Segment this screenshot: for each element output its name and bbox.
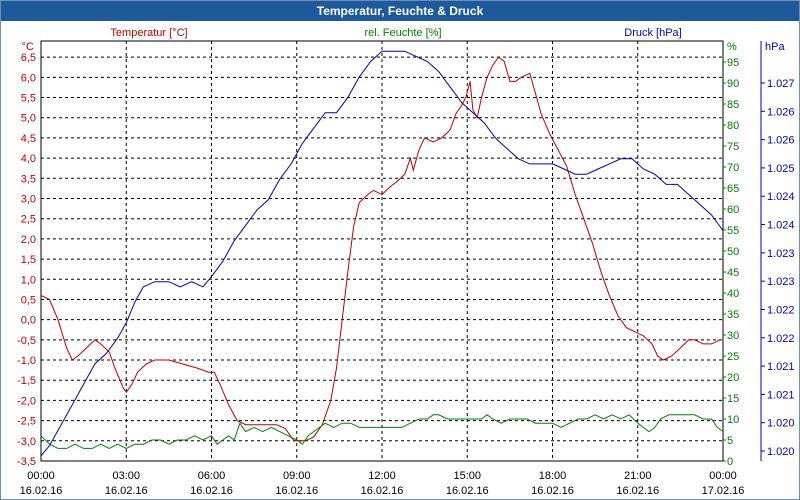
temperature-tick-label: 5,0: [21, 113, 36, 125]
humidity-tick-label: 20: [727, 372, 739, 384]
pressure-axis-label: Druck [hPa]: [624, 27, 681, 39]
temperature-tick-label: -1,0: [17, 355, 36, 367]
series-lines: [40, 50, 724, 457]
x-tick-time: 06:00: [198, 470, 226, 482]
temperature-series-line: [40, 56, 721, 442]
pressure-unit: hPa: [765, 41, 785, 53]
humidity-tick-label: 75: [727, 141, 739, 153]
x-tick-date: 16.02.16: [361, 485, 404, 497]
x-tick-date: 16.02.16: [616, 485, 659, 497]
humidity-tick-label: 70: [727, 162, 739, 174]
humidity-tick-label: 55: [727, 225, 739, 237]
x-tick-time: 09:00: [283, 470, 311, 482]
x-tick-date: 16.02.16: [531, 485, 574, 497]
x-tick-time: 00:00: [709, 470, 737, 482]
humidity-tick-label: 45: [727, 267, 739, 279]
pressure-series-line: [40, 50, 724, 457]
humidity-tick-label: 30: [727, 330, 739, 342]
temperature-tick-label: 0,5: [21, 294, 36, 306]
humidity-tick-label: 65: [727, 183, 739, 195]
pressure-tick-label: 1.026: [767, 106, 795, 118]
humidity-tick-label: 40: [727, 288, 739, 300]
temperature-tick-label: -2,0: [17, 395, 36, 407]
temperature-axis-label: Temperatur [°C]: [110, 27, 187, 39]
humidity-tick-label: 25: [727, 351, 739, 363]
x-tick-time: 00:00: [27, 470, 55, 482]
pressure-tick-label: 1.023: [767, 276, 795, 288]
x-tick-date: 16.02.16: [105, 485, 148, 497]
temperature-tick-label: 4,0: [21, 153, 36, 165]
x-tick-time: 15:00: [453, 470, 481, 482]
pressure-tick-label: 1.021: [767, 361, 795, 373]
humidity-series-line: [40, 414, 724, 449]
temperature-tick-label: 1,5: [21, 254, 36, 266]
x-tick-time: 03:00: [112, 470, 140, 482]
temperature-tick-label: 3,5: [21, 173, 36, 185]
x-tick-date: 16.02.16: [275, 485, 318, 497]
temperature-tick-label: 5,5: [21, 93, 36, 105]
temperature-tick-label: -2,5: [17, 416, 36, 428]
temperature-tick-label: 6,5: [21, 52, 36, 64]
temperature-tick-label: -3,0: [17, 436, 36, 448]
humidity-tick-label: 15: [727, 393, 739, 405]
x-tick-date: 16.02.16: [446, 485, 489, 497]
x-tick-date: 16.02.16: [20, 485, 63, 497]
temperature-tick-label: 2,5: [21, 214, 36, 226]
pressure-tick-label: 1.024: [767, 191, 795, 203]
pressure-tick-label: 1.020: [767, 418, 795, 430]
temperature-tick-label: 1,0: [21, 274, 36, 286]
grid-lines: [41, 41, 723, 462]
pressure-tick-label: 1.020: [767, 446, 795, 458]
x-tick-time: 21:00: [624, 470, 652, 482]
humidity-tick-label: 35: [727, 309, 739, 321]
humidity-tick-label: 0: [727, 456, 733, 468]
humidity-unit: %: [727, 41, 737, 53]
axes: 00:00 16.02.16 03:00 16.02.16 06:00 16.02.16 0…: [17, 41, 795, 497]
humidity-tick-label: 60: [727, 204, 739, 216]
temperature-tick-label: -0,5: [17, 335, 36, 347]
pressure-tick-label: 1.024: [767, 220, 795, 232]
humidity-tick-label: 95: [727, 57, 739, 69]
humidity-tick-label: 50: [727, 246, 739, 258]
temperature-tick-label: -1,5: [17, 375, 36, 387]
humidity-tick-label: 85: [727, 99, 739, 111]
x-tick-date: 17.02.16: [702, 485, 745, 497]
x-tick-time: 18:00: [539, 470, 567, 482]
humidity-tick-label: 90: [727, 78, 739, 90]
pressure-tick-label: 1.022: [767, 333, 795, 345]
x-tick-date: 16.02.16: [190, 485, 233, 497]
pressure-tick-label: 1.026: [767, 135, 795, 147]
humidity-axis-label: rel. Feuchte [%]: [364, 27, 441, 39]
temperature-unit: °C: [22, 41, 34, 53]
temperature-tick-label: 4,5: [21, 133, 36, 145]
temperature-tick-label: 0,0: [21, 315, 36, 327]
pressure-tick-label: 1.027: [767, 78, 795, 90]
pressure-tick-label: 1.025: [767, 163, 795, 175]
pressure-tick-label: 1.021: [767, 389, 795, 401]
humidity-tick-label: 10: [727, 414, 739, 426]
temperature-tick-label: 6,0: [21, 72, 36, 84]
pressure-tick-label: 1.023: [767, 248, 795, 260]
temperature-tick-label: -3,5: [17, 456, 36, 468]
humidity-tick-label: 80: [727, 120, 739, 132]
temperature-tick-label: 2,0: [21, 234, 36, 246]
pressure-tick-label: 1.022: [767, 304, 795, 316]
temperature-tick-label: 3,0: [21, 194, 36, 206]
window-title: Temperatur, Feuchte & Druck: [1, 1, 799, 21]
x-tick-time: 12:00: [368, 470, 396, 482]
humidity-tick-label: 5: [727, 435, 733, 447]
